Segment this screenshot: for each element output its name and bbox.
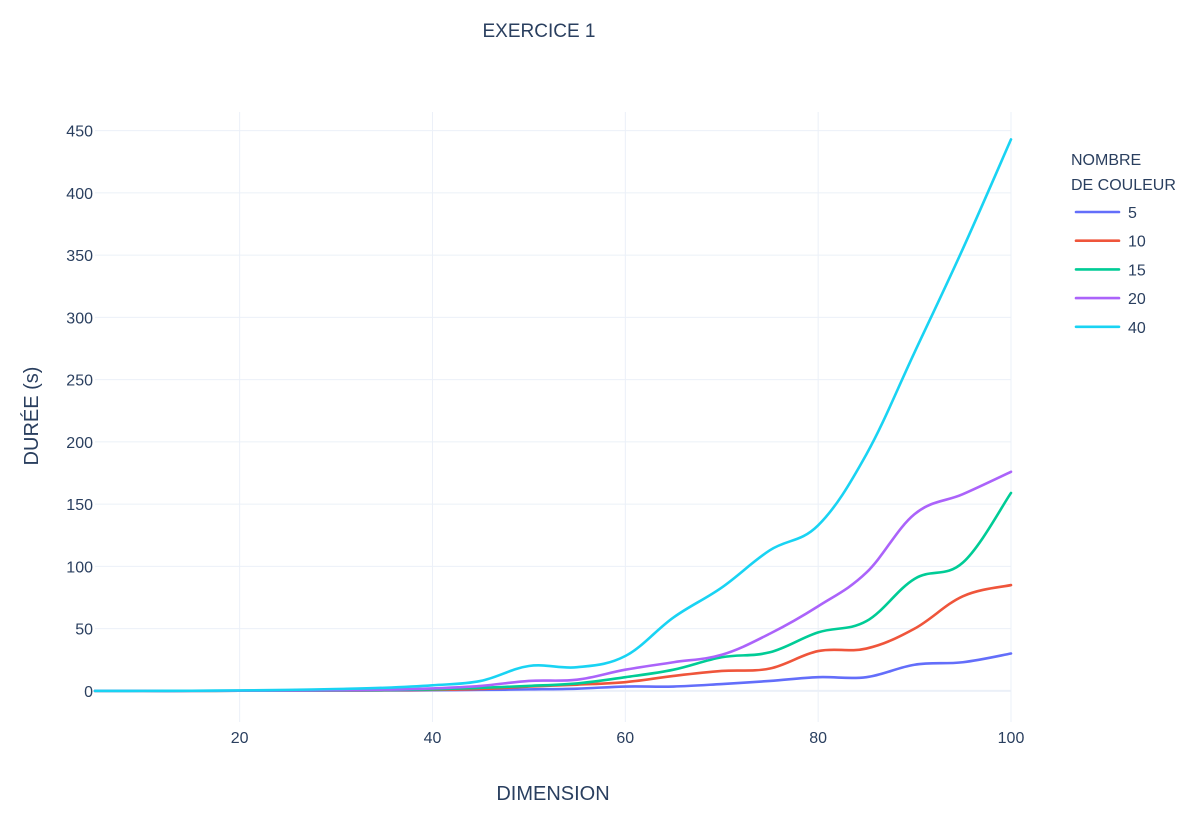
y-tick-label: 100 (66, 559, 93, 576)
series-line-15 (93, 491, 1013, 693)
x-tick-label: 100 (998, 730, 1025, 747)
y-tick-label: 0 (84, 684, 93, 701)
legend-label-5: 5 (1128, 205, 1137, 222)
y-tick-label: 200 (66, 435, 93, 452)
legend-label-15: 15 (1128, 262, 1146, 279)
series-lines (93, 138, 1013, 693)
series-line-40 (93, 138, 1013, 693)
y-axis-title: DURÉE (s) (20, 367, 43, 466)
x-gridlines (239, 112, 1012, 722)
chart-title: EXERCICE 1 (483, 21, 596, 42)
y-tick-label: 50 (75, 622, 93, 639)
x-axis-title: DIMENSION (496, 783, 609, 805)
x-tick-label: 40 (424, 730, 442, 747)
x-tick-label: 20 (231, 730, 249, 747)
y-gridlines (95, 130, 1011, 692)
y-tick-label: 300 (66, 310, 93, 327)
y-tick-labels: 0 50 100 150 200 250 300 350 400 450 (66, 124, 93, 701)
legend-label-10: 10 (1128, 234, 1146, 251)
x-tick-label: 80 (809, 730, 827, 747)
x-tick-labels: 20 40 60 80 100 (231, 730, 1025, 747)
y-tick-label: 400 (66, 186, 93, 203)
legend-items: 5 10 15 20 40 (1074, 205, 1146, 337)
y-tick-label: 250 (66, 373, 93, 390)
y-tick-label: 150 (66, 497, 93, 514)
legend: NOMBRE DE COULEUR 5 10 15 20 40 (1071, 152, 1176, 337)
legend-label-40: 40 (1128, 320, 1146, 337)
legend-title-line-2: DE COULEUR (1071, 177, 1176, 194)
y-tick-label: 450 (66, 124, 93, 141)
series-line-20 (93, 470, 1013, 693)
x-tick-label: 60 (616, 730, 634, 747)
y-tick-label: 350 (66, 248, 93, 265)
legend-label-20: 20 (1128, 291, 1146, 308)
legend-title-line-1: NOMBRE (1071, 152, 1141, 169)
